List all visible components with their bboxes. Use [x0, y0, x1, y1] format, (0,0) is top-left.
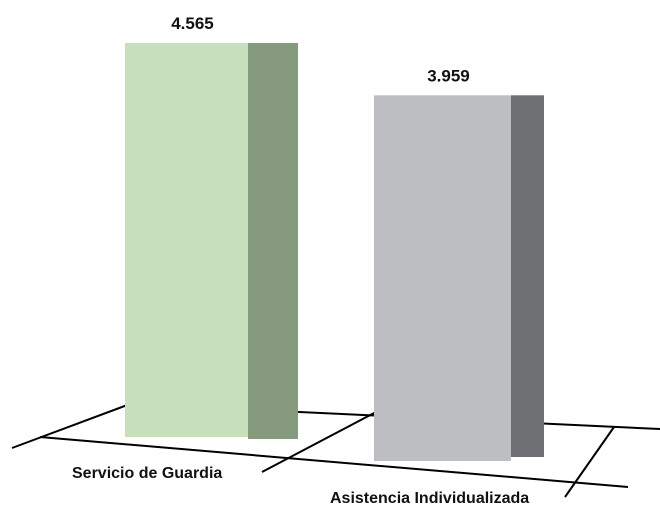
bar-side-face	[511, 95, 544, 458]
bars-group	[125, 43, 544, 462]
floor-left-edge	[11, 403, 131, 449]
bar	[125, 43, 298, 439]
floor-mid-divider	[261, 411, 377, 473]
bar-front-face	[125, 43, 248, 437]
category-labels-group: Servicio de Guardia Asistencia Individual…	[72, 465, 529, 507]
bar-front-face	[374, 95, 511, 462]
bar	[374, 95, 544, 462]
chart-floor	[11, 403, 660, 498]
floor-front-edge	[39, 436, 629, 488]
bar-side-face	[248, 43, 298, 439]
floor-right-edge	[564, 426, 615, 498]
data-labels-group: 4.565 3.959	[171, 14, 470, 85]
category-label: Servicio de Guardia	[72, 465, 222, 482]
data-label: 3.959	[427, 66, 470, 85]
data-label: 4.565	[171, 14, 214, 33]
category-label: Asistencia Individualizada	[330, 490, 529, 507]
